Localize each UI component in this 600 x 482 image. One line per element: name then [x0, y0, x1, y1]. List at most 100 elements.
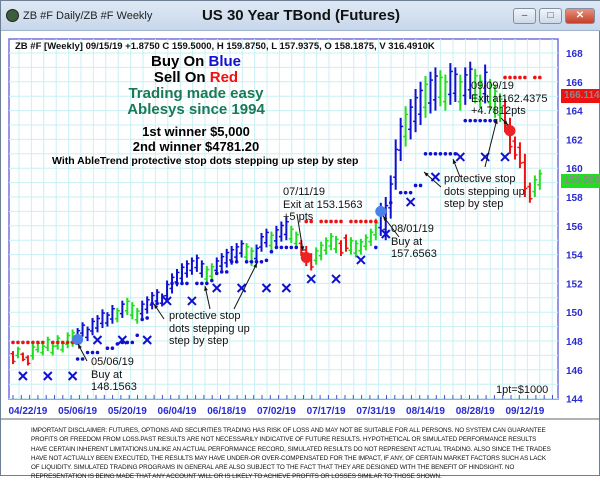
red-stop-dot — [364, 219, 368, 224]
x-tick-label: 06/18/19 — [207, 406, 246, 417]
price-bar — [99, 309, 105, 329]
blue-stop-dot — [438, 152, 443, 156]
blue-stop-dot — [388, 200, 393, 205]
price-bar — [437, 70, 443, 107]
blue-stop-dot — [110, 346, 115, 351]
buy-signal-marker — [375, 205, 387, 217]
blue-stop-dot — [289, 245, 294, 250]
price-bar — [283, 217, 289, 241]
winner-2: 2nd winner $4781.20 — [132, 139, 260, 154]
blue-stop-dot — [155, 301, 159, 306]
close-button[interactable]: ✕ — [565, 8, 595, 24]
weekly-stop-x-marker — [212, 283, 222, 293]
y-tick-label: 148 — [566, 337, 583, 348]
weekly-stop-x-marker — [405, 197, 416, 207]
ann-text: step by step — [169, 335, 229, 347]
blue-stop-dot — [185, 281, 189, 286]
price-bar — [318, 241, 324, 261]
price-bar — [512, 136, 518, 160]
x-tick-label: 05/06/19 — [58, 406, 97, 417]
price-bar — [482, 64, 488, 104]
red-stop-dot — [16, 340, 20, 345]
blue-stop-dot — [224, 270, 229, 274]
red-stop-dot — [11, 340, 15, 345]
price-bar — [144, 296, 150, 314]
price-bar — [497, 93, 503, 123]
weekly-stop-x-marker — [306, 274, 316, 284]
price-bar — [25, 355, 31, 366]
price-bar — [134, 307, 140, 324]
price-bar — [179, 263, 185, 284]
blue-stop-dot — [408, 190, 413, 195]
blue-stop-dot — [264, 258, 269, 263]
price-bar — [239, 240, 245, 258]
blue-stop-dot — [433, 152, 438, 156]
red-stop-dot — [354, 219, 358, 224]
blue-stop-dot — [463, 118, 468, 123]
blue-stop-dot — [210, 278, 214, 283]
price-bar — [333, 235, 339, 254]
blue-stop-dot — [259, 260, 264, 264]
price-bar — [427, 71, 433, 114]
weekly-stop-x-marker — [381, 229, 391, 239]
weekly-stop-x-marker — [356, 255, 366, 265]
red-stop-dot — [41, 340, 45, 345]
price-bar — [15, 346, 21, 359]
blue-stop-dot — [468, 118, 473, 123]
x-tick-label: 09/12/19 — [505, 406, 544, 417]
blue-stop-dot — [195, 281, 199, 286]
price-bar — [418, 81, 424, 125]
price-bar — [90, 317, 96, 336]
annotation-arrow — [484, 118, 498, 168]
price-bar — [114, 307, 120, 323]
price-bar — [517, 142, 523, 169]
weekly-stop-x-marker — [117, 335, 128, 345]
red-stop-dot — [60, 340, 65, 345]
price-bar — [288, 225, 294, 244]
ann-text: Exit at 153.1563 — [283, 198, 363, 211]
red-stop-dot — [523, 75, 527, 80]
price-bar — [472, 68, 478, 104]
arrow-head — [204, 286, 208, 291]
annotation-stops-left: protective stop dots stepping up step by s… — [169, 310, 250, 348]
price-chart[interactable]: 144 146 148 150 152 154 156 158 160 162 164 166 168 0… — [1, 1, 600, 421]
blue-stop-dot — [413, 183, 418, 188]
blue-stop-dot — [219, 270, 224, 274]
y-tick-label: 150 — [566, 308, 583, 319]
price-bar — [462, 67, 468, 105]
exit-signal-marker — [504, 125, 516, 137]
red-stop-dot — [55, 340, 60, 345]
ann-text: Buy at — [91, 368, 123, 381]
price-bar — [194, 254, 200, 272]
minimize-button[interactable]: – — [513, 8, 536, 24]
weekly-stop-x-marker — [331, 274, 341, 284]
blue-stop-dot — [443, 152, 448, 156]
maximize-button[interactable]: □ — [539, 8, 562, 24]
blue-stop-dot — [249, 260, 254, 264]
red-stop-dot — [349, 219, 353, 224]
price-bar — [234, 243, 240, 262]
blue-stop-dot — [428, 152, 433, 156]
weekly-stop-x-marker — [162, 296, 172, 306]
annotation-buy-0801: 08/01/19 Buy at 157.6563 — [391, 223, 437, 261]
price-bar — [45, 336, 51, 352]
x-tick-label: 07/02/19 — [257, 406, 296, 417]
price-bar — [273, 225, 279, 246]
annotation-exit-0909: 09/09/19 Exit at162.4375 +4.7812pts — [471, 80, 547, 118]
annotation-buy-0506: 05/06/19 Buy at 148.1563 — [91, 356, 137, 394]
annotation-exit-0711: 07/11/19 Exit at 153.1563 +5 pts — [283, 186, 363, 224]
blue-stop-dot — [90, 350, 95, 355]
price-bar — [348, 237, 354, 255]
annotation-arrow — [296, 213, 304, 252]
ann-points: +4.7812pts — [471, 105, 526, 117]
weekly-stop-x-marker — [43, 371, 53, 381]
promo-tagline: Trading made easy — [128, 85, 264, 102]
buy-color-word: Blue — [208, 53, 242, 70]
x-tick-label: 05/20/19 — [108, 406, 147, 417]
price-bar — [40, 343, 46, 356]
blue-stop-dot — [294, 245, 299, 250]
price-bar — [20, 352, 26, 362]
blue-stop-dot — [254, 260, 259, 264]
price-bar — [109, 305, 115, 324]
